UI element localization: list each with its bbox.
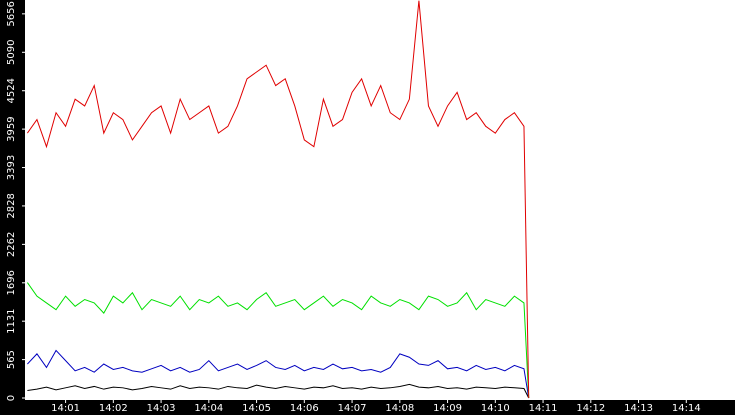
- x-axis-band: [0, 400, 735, 415]
- x-tick-label: 14:08: [385, 403, 414, 414]
- y-tick-label: 5656: [6, 1, 17, 26]
- y-tick-label: 2262: [6, 232, 17, 257]
- y-tick-label: 5090: [6, 40, 17, 65]
- x-tick-label: 14:04: [194, 403, 223, 414]
- y-tick-label: 2828: [6, 193, 17, 218]
- x-tick-label: 14:05: [242, 403, 271, 414]
- series-line: [27, 383, 530, 399]
- y-tick-label: 3959: [6, 116, 17, 141]
- x-tick-label: 14:06: [290, 403, 319, 414]
- y-axis-band: [0, 0, 25, 415]
- x-tick-label: 14:13: [624, 403, 653, 414]
- x-tick-label: 14:10: [481, 403, 510, 414]
- y-tick-label: 1696: [6, 270, 17, 295]
- series-line: [26, 282, 530, 399]
- x-tick-label: 14:07: [338, 403, 367, 414]
- x-tick-label: 14:12: [576, 403, 605, 414]
- x-tick-label: 14:01: [51, 403, 80, 414]
- x-tick-label: 14:14: [672, 403, 701, 414]
- y-tick-label: 3393: [6, 155, 17, 180]
- y-tick-label: 0: [6, 395, 17, 401]
- x-tick-label: 14:11: [529, 403, 558, 414]
- series-line: [26, 0, 530, 399]
- x-tick-label: 14:09: [433, 403, 462, 414]
- y-tick-label: 1131: [6, 308, 17, 333]
- y-tick-label: 565: [6, 350, 17, 369]
- y-tick-label: 4524: [6, 78, 17, 103]
- x-tick-label: 14:03: [147, 403, 176, 414]
- x-tick-label: 14:02: [99, 403, 128, 414]
- series-line: [27, 349, 530, 399]
